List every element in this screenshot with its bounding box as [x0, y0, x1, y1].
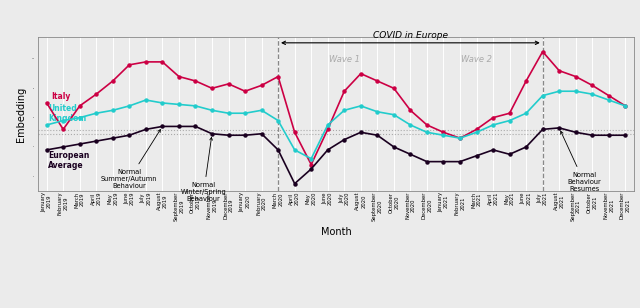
Y-axis label: Embedding: Embedding	[16, 86, 26, 142]
Text: COVID in Europe: COVID in Europe	[373, 31, 448, 40]
Text: Italy: Italy	[52, 92, 71, 101]
Text: Wave 1: Wave 1	[329, 55, 360, 63]
Text: Normal
Behaviour
Resumes: Normal Behaviour Resumes	[561, 131, 601, 192]
Text: Wave 2: Wave 2	[461, 55, 492, 63]
Text: Normal
Winter/Spring
Behaviour: Normal Winter/Spring Behaviour	[181, 137, 227, 202]
X-axis label: Month: Month	[321, 227, 351, 237]
Text: European
Average: European Average	[49, 151, 90, 170]
Text: Normal
Summer/Autumn
Behaviour: Normal Summer/Autumn Behaviour	[101, 130, 161, 189]
Text: United
Kingdom: United Kingdom	[49, 104, 86, 124]
